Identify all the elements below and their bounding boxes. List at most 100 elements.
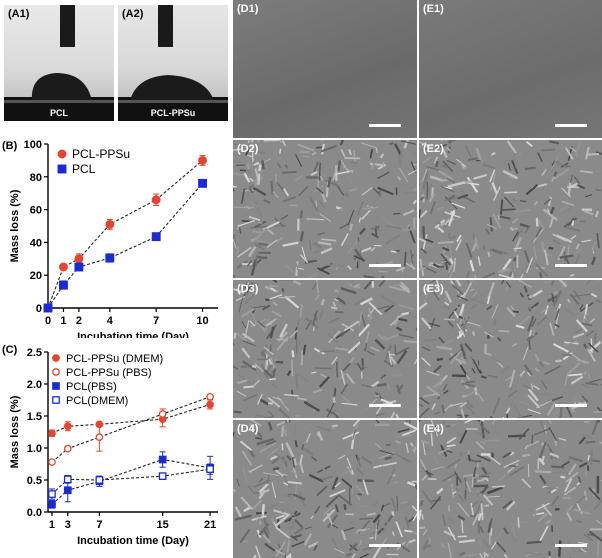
y-tick-label: 0.0 xyxy=(27,507,42,519)
panel-label-d3: (D3) xyxy=(237,283,259,295)
data-point xyxy=(158,410,167,418)
y-tick-label: 1.0 xyxy=(27,443,42,455)
data-point xyxy=(74,262,84,272)
data-point xyxy=(63,486,72,495)
data-point xyxy=(206,400,214,409)
y-tick-label: 2.0 xyxy=(27,379,42,391)
data-point xyxy=(198,155,207,165)
legend-marker xyxy=(52,368,60,376)
sem-texture xyxy=(419,280,602,418)
x-tick-label: 1 xyxy=(49,519,55,531)
y-tick-label: 40 xyxy=(30,237,42,249)
sem-texture xyxy=(233,420,417,558)
data-point xyxy=(95,476,104,484)
data-point xyxy=(48,490,56,498)
data-point xyxy=(48,429,56,438)
x-tick-label: 15 xyxy=(157,519,169,531)
sem-image-e1: (E1) xyxy=(419,0,602,138)
legend-label: PCL-PPSu (PBS) xyxy=(66,367,152,379)
sem-image-e3: (E3) xyxy=(419,280,602,418)
x-tick-label: 0 xyxy=(45,315,51,327)
y-axis-label: Mass loss (%) xyxy=(9,189,21,262)
panel-label-e3: (E3) xyxy=(423,283,444,295)
data-point xyxy=(63,422,72,431)
legend-marker xyxy=(57,149,67,159)
caption-pcl: PCL xyxy=(50,108,68,118)
data-point xyxy=(43,303,53,313)
data-point xyxy=(105,253,115,263)
legend-label: PCL(PBS) xyxy=(66,381,117,393)
y-tick-label: 100 xyxy=(24,139,42,151)
data-point xyxy=(105,219,115,229)
x-tick-label: 7 xyxy=(153,315,159,327)
panel-label-a2: (A2) xyxy=(122,8,144,20)
data-point xyxy=(158,472,167,481)
y-tick-label: 2.5 xyxy=(27,347,42,359)
y-tick-label: 1.5 xyxy=(27,411,42,423)
scale-bar xyxy=(555,544,587,547)
sem-image-e2: (E2) xyxy=(419,140,602,278)
contact-angle-photo-pcl-ppsu: (A2) PCL-PPSu xyxy=(118,5,228,121)
legend-marker xyxy=(52,354,60,362)
data-point xyxy=(74,254,84,264)
sem-texture xyxy=(419,140,602,278)
legend-label: PCL xyxy=(72,162,96,176)
series-line xyxy=(47,182,203,309)
data-point xyxy=(158,455,167,464)
scale-bar xyxy=(369,124,401,127)
x-axis-label: Incubation time (Day) xyxy=(77,331,189,338)
y-tick-label: 20 xyxy=(30,270,42,282)
data-point xyxy=(63,475,72,484)
series-line xyxy=(51,403,211,434)
sem-image-d4: (D4) xyxy=(233,420,417,558)
x-tick-label: 10 xyxy=(196,315,208,327)
x-tick-label: 3 xyxy=(65,519,71,531)
droplet-image-pcl-ppsu xyxy=(118,5,228,121)
x-tick-label: 2 xyxy=(76,315,82,327)
sem-texture xyxy=(233,280,417,418)
series-line xyxy=(51,468,211,495)
series-line xyxy=(47,159,203,309)
panel-label-a1: (A1) xyxy=(8,8,30,20)
y-tick-label: 60 xyxy=(30,205,42,217)
sem-image-e4: (E4) xyxy=(419,420,602,558)
data-point xyxy=(48,500,56,509)
panel-label-d4: (D4) xyxy=(237,423,259,435)
data-point xyxy=(206,465,214,473)
panel-label-e4: (E4) xyxy=(423,423,444,435)
panel-label-d2: (D2) xyxy=(237,143,259,155)
caption-pcl-ppsu: PCL-PPSu xyxy=(150,108,196,118)
x-tick-label: 1 xyxy=(60,315,66,327)
panel-label-c: (C) xyxy=(2,344,18,356)
data-point xyxy=(206,392,214,401)
data-point xyxy=(95,433,104,441)
sem-image-d1: (D1) xyxy=(233,0,417,138)
scale-bar xyxy=(555,124,587,127)
legend-marker xyxy=(57,164,67,174)
sem-image-d2: (D2) xyxy=(233,140,417,278)
legend-label: PCL(DMEM) xyxy=(66,395,128,407)
x-axis-label: Incubation time (Day) xyxy=(77,535,189,547)
sem-image-d3: (D3) xyxy=(233,280,417,418)
y-tick-label: 0.5 xyxy=(27,475,42,487)
contact-angle-photo-pcl: (A1) PCL xyxy=(4,5,114,121)
x-tick-label: 7 xyxy=(96,519,102,531)
sem-texture xyxy=(233,140,417,278)
data-point xyxy=(151,195,161,205)
panel-label-b: (B) xyxy=(2,140,18,152)
data-point xyxy=(48,458,56,466)
data-point xyxy=(59,280,68,290)
data-point xyxy=(151,232,161,242)
droplet-image-pcl xyxy=(4,5,114,121)
data-point xyxy=(63,444,72,453)
y-axis-label: Mass loss (%) xyxy=(9,395,21,468)
scale-bar xyxy=(369,264,401,267)
y-tick-label: 80 xyxy=(30,172,42,184)
legend-label: PCL-PPSu (DMEM) xyxy=(66,353,163,365)
data-point xyxy=(198,178,207,188)
scale-bar xyxy=(555,264,587,267)
scale-bar xyxy=(369,544,401,547)
y-tick-label: 0 xyxy=(36,303,42,315)
x-tick-label: 21 xyxy=(204,519,216,531)
